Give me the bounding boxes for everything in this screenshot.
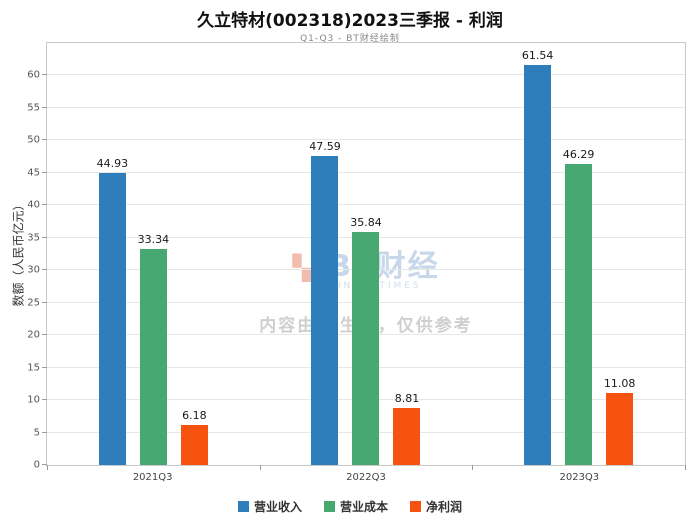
bar-value-label: 61.54 xyxy=(521,49,554,63)
y-tick-mark xyxy=(42,236,47,238)
bar-营业成本-2021Q3: 33.34 xyxy=(138,233,169,465)
y-tick-label: 5 xyxy=(33,427,40,439)
y-tick-mark xyxy=(42,399,47,401)
y-tick-label: 40 xyxy=(27,199,40,211)
y-tick-label: 30 xyxy=(27,264,40,276)
bar-value-label: 35.84 xyxy=(350,216,382,230)
x-tick-label-2023Q3: 2023Q3 xyxy=(559,472,600,483)
x-tick-mark xyxy=(47,465,48,470)
bar-value-label: 6.18 xyxy=(182,408,207,422)
bar-净利润-2021Q3: 6.18 xyxy=(180,409,208,465)
y-tick-mark xyxy=(42,74,47,76)
x-tick-mark xyxy=(472,465,474,470)
bar-净利润-2022Q3: 8.81 xyxy=(393,392,421,465)
bar-value-label: 11.08 xyxy=(603,377,636,391)
bar-营业成本-2023Q3: 46.29 xyxy=(563,148,594,465)
y-tick-label: 20 xyxy=(27,329,40,341)
y-tick-label: 10 xyxy=(27,394,40,406)
bar-value-label: 8.81 xyxy=(394,391,420,405)
y-tick-mark xyxy=(42,431,47,433)
legend-item-营业成本[interactable]: 营业成本 xyxy=(323,498,388,515)
legend-swatch-icon xyxy=(410,501,421,512)
bar-净利润-2023Q3: 11.08 xyxy=(604,377,635,465)
gridline xyxy=(47,139,685,141)
y-tick-mark xyxy=(42,464,47,465)
legend-swatch-icon xyxy=(323,501,335,512)
bar-营业收入-2023Q3: 61.54 xyxy=(522,49,553,465)
y-axis-label: 数额（人民币亿元） xyxy=(11,198,26,307)
bar-group-2022Q3: 47.59 35.84 8.81 xyxy=(260,43,473,465)
y-tick-label: 45 xyxy=(27,167,40,179)
y-tick-mark xyxy=(42,334,47,336)
bar-营业成本-2022Q3: 35.84 xyxy=(350,216,382,465)
bar-营业收入-2021Q3: 44.93 xyxy=(97,157,128,465)
x-tick-mark xyxy=(259,465,261,470)
y-tick-label: 25 xyxy=(27,297,40,309)
bar-营业收入-2022Q3: 47.59 xyxy=(309,140,341,465)
chart-subtitle: Q1-Q3 - BT财经绘制 xyxy=(300,34,400,44)
x-tick-label-2021Q3: 2021Q3 xyxy=(132,472,173,483)
legend-label: 营业成本 xyxy=(339,500,388,514)
x-tick-label-2022Q3: 2022Q3 xyxy=(346,472,386,483)
y-tick-label: 55 xyxy=(27,102,40,114)
plot-area: ▚▐BT财经 BUSINESSTIMES 内容由AI生成，仅供参考 051015… xyxy=(27,42,686,471)
legend-item-营业收入[interactable]: 营业收入 xyxy=(237,498,302,515)
bar-value-label: 44.93 xyxy=(96,157,129,171)
y-tick-label: 60 xyxy=(27,69,40,81)
y-tick-mark xyxy=(42,139,47,141)
legend-label: 营业收入 xyxy=(253,500,302,514)
x-tick-mark xyxy=(685,465,686,470)
bar-group-2021Q3: 44.93 33.34 6.18 xyxy=(47,43,260,465)
y-tick-label: 0 xyxy=(33,459,40,471)
legend: 营业收入 营业成本 净利润 xyxy=(0,498,700,515)
bar-value-label: 46.29 xyxy=(562,148,595,162)
y-tick-label: 35 xyxy=(27,232,40,244)
y-tick-mark xyxy=(42,269,47,271)
gridline xyxy=(47,106,685,108)
legend-label: 净利润 xyxy=(426,500,463,514)
chart-title: 久立特材(002318)2023三季报 - 利润 xyxy=(197,11,503,31)
y-tick-label: 50 xyxy=(27,134,40,146)
bar-value-label: 33.34 xyxy=(137,232,170,246)
legend-swatch-icon xyxy=(237,501,249,512)
gridline xyxy=(47,171,685,173)
bar-group-2023Q3: 61.54 46.29 11.08 xyxy=(472,43,685,465)
y-tick-mark xyxy=(42,106,47,108)
y-tick-mark xyxy=(42,366,47,368)
y-tick-label: 15 xyxy=(27,362,40,374)
y-tick-mark xyxy=(42,204,47,206)
bar-value-label: 47.59 xyxy=(309,140,341,154)
gridline xyxy=(47,74,685,76)
gridline xyxy=(47,204,685,206)
legend-item-净利润[interactable]: 净利润 xyxy=(410,498,462,515)
y-tick-mark xyxy=(42,301,47,303)
y-tick-mark xyxy=(42,171,47,173)
